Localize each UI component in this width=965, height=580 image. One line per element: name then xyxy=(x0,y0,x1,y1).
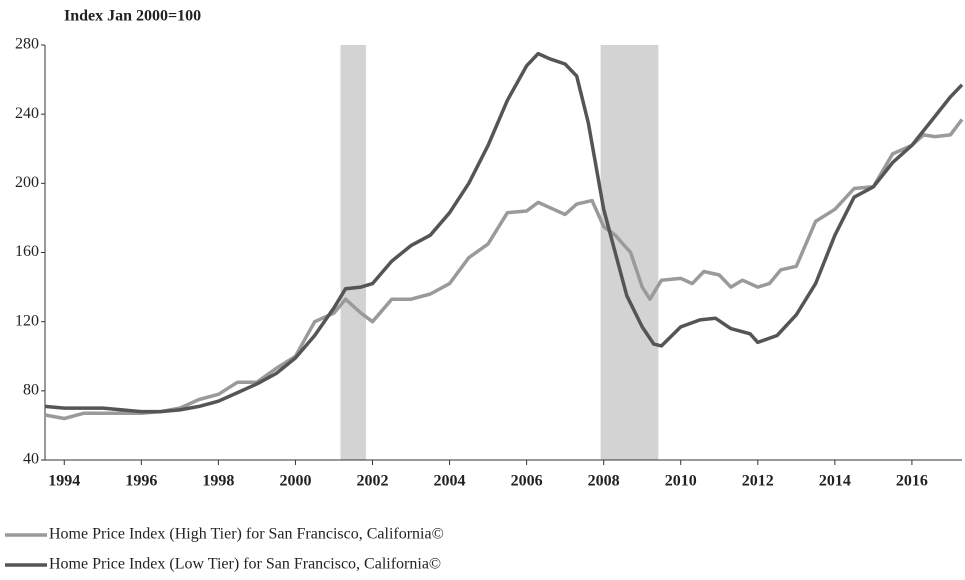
y-tick-label: 160 xyxy=(15,243,39,260)
x-tick-label: 2014 xyxy=(819,473,851,490)
y-tick-label: 40 xyxy=(23,451,39,468)
x-tick-label: 2006 xyxy=(511,473,543,490)
series-line xyxy=(44,118,964,421)
legend-label: Home Price Index (High Tier) for San Fra… xyxy=(49,526,444,543)
x-tick-label: 2010 xyxy=(665,473,697,490)
x-tick-label: 2004 xyxy=(434,473,466,490)
legend-label: Home Price Index (Low Tier) for San Fran… xyxy=(49,556,441,573)
y-tick-label: 200 xyxy=(15,174,39,191)
x-tick-label: 2008 xyxy=(588,473,620,490)
x-tick-label: 2012 xyxy=(742,473,774,490)
y-tick-label: 240 xyxy=(15,105,39,122)
x-tick-label: 1996 xyxy=(125,473,157,490)
x-tick-label: 1998 xyxy=(202,473,234,490)
recession-band xyxy=(340,45,366,460)
y-tick-label: 280 xyxy=(15,36,39,53)
y-tick-label: 120 xyxy=(15,312,39,329)
x-tick-label: 2016 xyxy=(896,473,928,490)
x-tick-label: 2002 xyxy=(357,473,389,490)
x-tick-label: 1994 xyxy=(48,473,80,490)
y-tick-label: 80 xyxy=(23,382,39,399)
series-line xyxy=(44,51,964,414)
x-tick-label: 2000 xyxy=(279,473,311,490)
chart-title: Index Jan 2000=100 xyxy=(64,8,201,25)
